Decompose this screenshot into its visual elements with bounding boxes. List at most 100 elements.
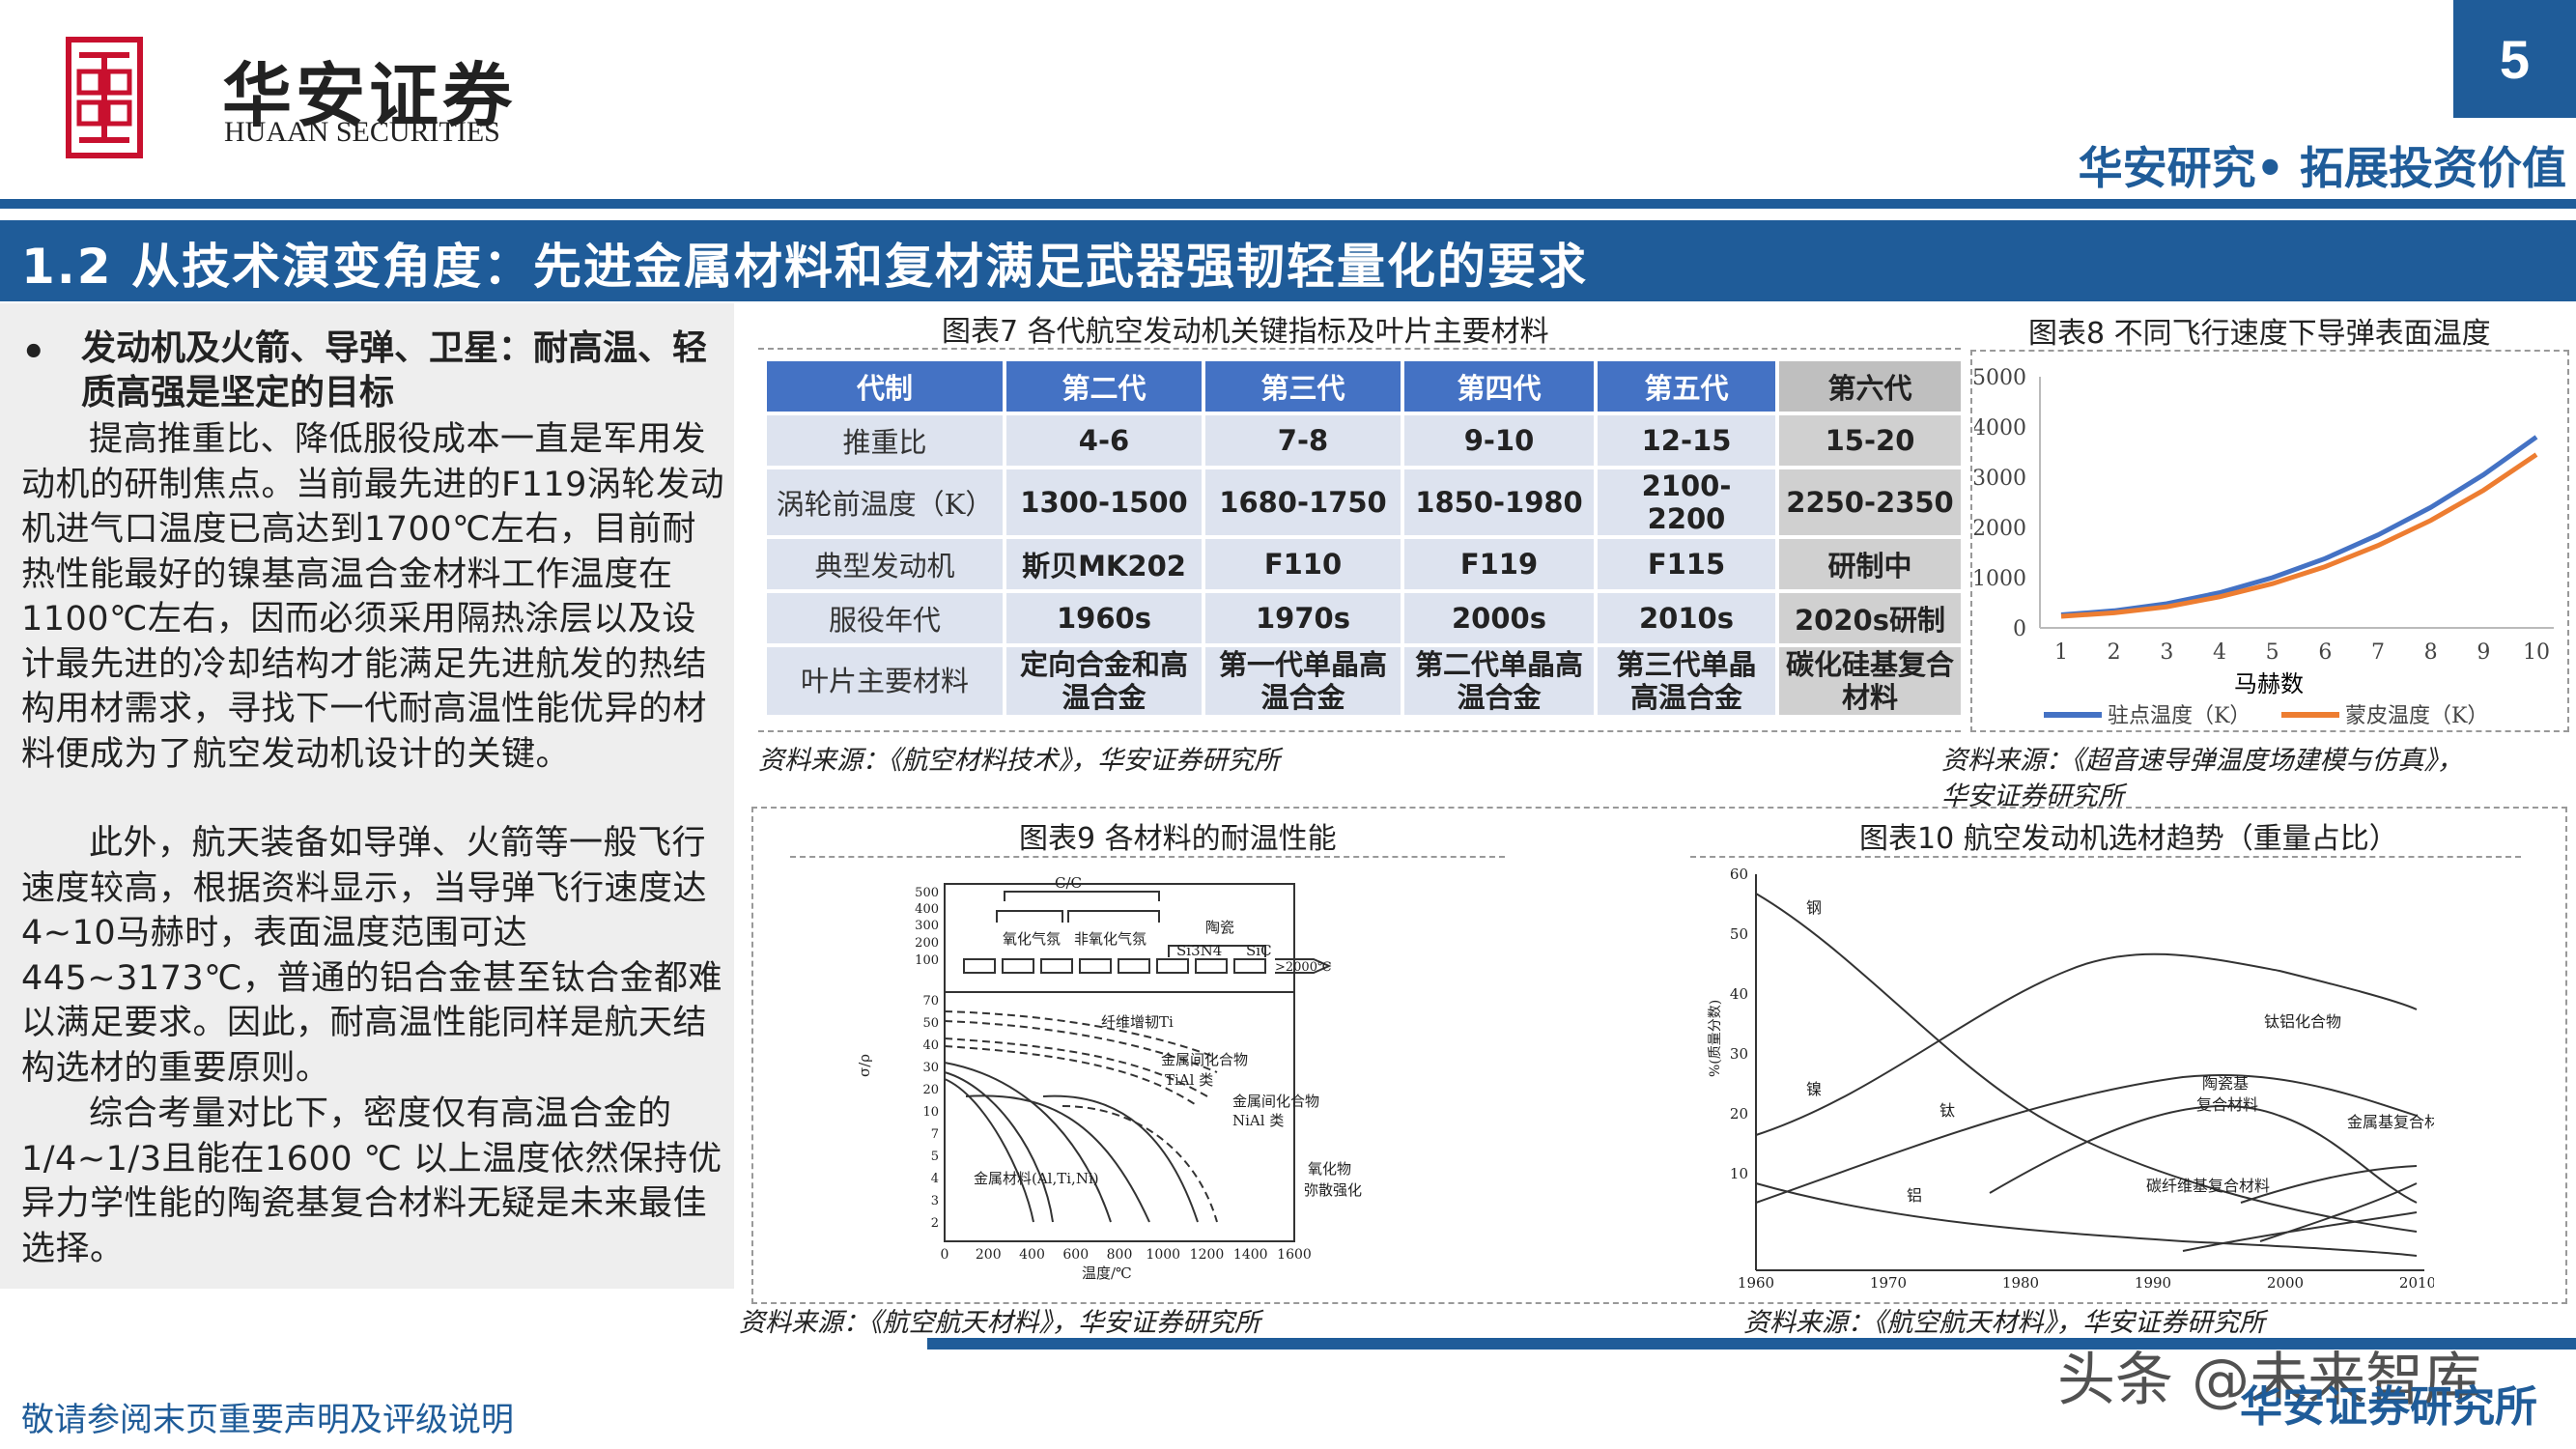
y-tick-label: 500 [915, 886, 939, 900]
x-tick-label: 1970 [1870, 1274, 1907, 1290]
x-tick-label: 1000 [1146, 1247, 1180, 1263]
y-tick-label: 7 [931, 1127, 939, 1142]
table-cell: 15-20 [1779, 415, 1961, 466]
table-cell: 2250-2350 [1779, 469, 1961, 535]
header-cell: 代制 [767, 361, 1003, 412]
table-cell: 9-10 [1404, 415, 1594, 466]
x-tick-label: 2000 [2267, 1274, 2304, 1290]
y-tick-label: 10 [1730, 1165, 1748, 1182]
fig10-label-mmc: 金属基复合材料 [2347, 1113, 2434, 1131]
x-tick-label: 8 [2424, 640, 2438, 665]
x-tick-label: 7 [2371, 640, 2385, 665]
fig9-10-frame [751, 807, 2567, 1304]
y-tick-label: 3 [931, 1194, 939, 1208]
table-row: 推重比 4-6 7-8 9-10 12-15 15-20 [767, 415, 1961, 466]
x-tick-label: 6 [2318, 640, 2332, 665]
x-tick-label: 9 [2477, 640, 2490, 665]
x-tick-label: 4 [2213, 640, 2226, 665]
row-label: 服役年代 [767, 593, 1003, 643]
watermark: 头条 @未来智库 [2057, 1347, 2482, 1414]
table-cell: F115 [1598, 539, 1775, 589]
y-tick-label: 40 [1730, 985, 1748, 1003]
fig9-label-ti: 纤维增韧Ti [1101, 1013, 1174, 1031]
fig9-label-nial1: 金属间化合物 [1232, 1093, 1319, 1110]
row-label: 推重比 [767, 415, 1003, 466]
left-text-panel [0, 303, 734, 1289]
y-tick-label: 0 [2013, 617, 2026, 641]
header-cell: 第二代 [1006, 361, 1202, 412]
fig9-label-tial1: 金属间化合物 [1161, 1051, 1248, 1068]
paragraph-2: 此外，航天装备如导弹、火箭等一般飞行速度较高，根据资料显示，当导弹飞行速度达4~… [21, 824, 723, 1088]
table-cell: 研制中 [1779, 539, 1961, 589]
y-tick-label: 5000 [1974, 366, 2026, 390]
fig7-top-rule [758, 348, 1961, 350]
fig9-label-oxide1: 氧化物 [1308, 1160, 1351, 1178]
y-tick-label: 300 [915, 919, 939, 933]
fig9-label-nonoxid: 非氧化气氛 [1074, 930, 1146, 948]
table-cell: 2010s [1598, 593, 1775, 643]
fig9-label-cc: C/C [1055, 874, 1082, 892]
table-row: 典型发动机 斯贝MK202 F110 F119 F115 研制中 [767, 539, 1961, 589]
fig8-source-line1: 资料来源：《超音速导弹温度场建模与仿真》， [1941, 746, 2463, 776]
fig9-label-sic: SiC [1246, 942, 1272, 959]
fig9-xlabel: 温度/℃ [1082, 1264, 1132, 1282]
fig10-label-nickel: 镍 [1806, 1080, 1822, 1098]
logo-mark-icon [76, 52, 132, 143]
y-tick-label: 40 [922, 1038, 939, 1053]
paragraph-1: 提高推重比、降低服役成本一直是军用发动机的研制焦点。当前最先进的F119涡轮发动… [21, 420, 724, 774]
fig10-rule [1690, 856, 2521, 858]
header-cell-gen6: 第六代 [1779, 361, 1961, 412]
y-tick-label: 200 [915, 936, 939, 951]
table-cell: 12-15 [1598, 415, 1775, 466]
y-tick-label: 20 [922, 1083, 939, 1097]
footer-disclaimer-link[interactable]: 敬请参阅末页重要声明及评级说明 [21, 1401, 514, 1439]
brand-name-en: HUAAN SECURITIES [224, 116, 500, 148]
x-tick-label: 1400 [1233, 1247, 1268, 1263]
x-tick-label: 800 [1107, 1247, 1133, 1263]
x-tick-label: 5 [2266, 640, 2279, 665]
y-tick-label: 1000 [1974, 567, 2026, 591]
header-cell: 第五代 [1598, 361, 1775, 412]
fig7-bottom-rule [758, 730, 1961, 732]
fig10-label-ceramic1: 陶瓷基 [2202, 1074, 2249, 1093]
header-slogan: 华安研究• 拓展投资价值 [2078, 142, 2566, 194]
fig9-label-oxid: 氧化气氛 [1003, 930, 1061, 948]
engine-spec-table: 代制 第二代 第三代 第四代 第五代 第六代 推重比 4-6 7-8 9-10 … [763, 357, 1965, 719]
fig9-label-si3n4: Si3N4 [1176, 942, 1222, 959]
fig8-title: 图表8 不同飞行速度下导弹表面温度 [2028, 317, 2491, 351]
table-cell: 2020s研制 [1779, 593, 1961, 643]
x-tick-label: 2 [2108, 640, 2121, 665]
table-cell: 斯贝MK202 [1006, 539, 1202, 589]
fig9-label-oxide2: 弥散强化 [1304, 1181, 1362, 1199]
fig10-label-ceramic2: 复合材料 [2196, 1095, 2258, 1114]
fig9-rule [790, 856, 1505, 858]
x-tick-label: 1 [2054, 640, 2068, 665]
y-tick-label: 4 [931, 1172, 939, 1186]
section-title-band [0, 220, 2576, 301]
brand-name-cn: 华安证券 [222, 54, 517, 136]
fig8-chart: 5000 4000 3000 2000 1000 0 1 2 3 4 5 6 7 8 9 10 马赫数 驻点… [1974, 366, 2554, 728]
fig8-frame [1970, 350, 2569, 732]
x-tick-label: 0 [941, 1247, 949, 1263]
y-tick-label: 50 [922, 1016, 939, 1031]
header-cell: 第三代 [1205, 361, 1401, 412]
table-cell: 碳化硅基复合材料 [1779, 647, 1961, 715]
fig8-source-line2: 华安证券研究所 [1941, 781, 2124, 811]
bullet-icon: • [21, 330, 46, 375]
y-tick-label: 400 [915, 902, 939, 917]
table-cell: 1680-1750 [1205, 469, 1401, 535]
x-tick-label: 200 [976, 1247, 1002, 1263]
table-cell: 1300-1500 [1006, 469, 1202, 535]
row-label: 典型发动机 [767, 539, 1003, 589]
y-tick-label: 2 [931, 1216, 939, 1231]
y-tick-label: 3000 [1974, 467, 2026, 491]
paragraph-3: 综合考量对比下，密度仅有高温合金的1/4~1/3且能在1600 ℃ 以上温度依然… [21, 1094, 722, 1268]
fig9-label-ceramic: 陶瓷 [1205, 919, 1234, 936]
fig9-title: 图表9 各材料的耐温性能 [1019, 822, 1337, 856]
x-tick-label: 1200 [1190, 1247, 1225, 1263]
y-tick-label: 50 [1730, 925, 1748, 943]
table-cell: 4-6 [1006, 415, 1202, 466]
y-tick-label: 30 [1730, 1045, 1748, 1063]
table-cell: F110 [1205, 539, 1401, 589]
fig9-label-metal: 金属材料(Al,Ti,Ni) [974, 1170, 1099, 1187]
